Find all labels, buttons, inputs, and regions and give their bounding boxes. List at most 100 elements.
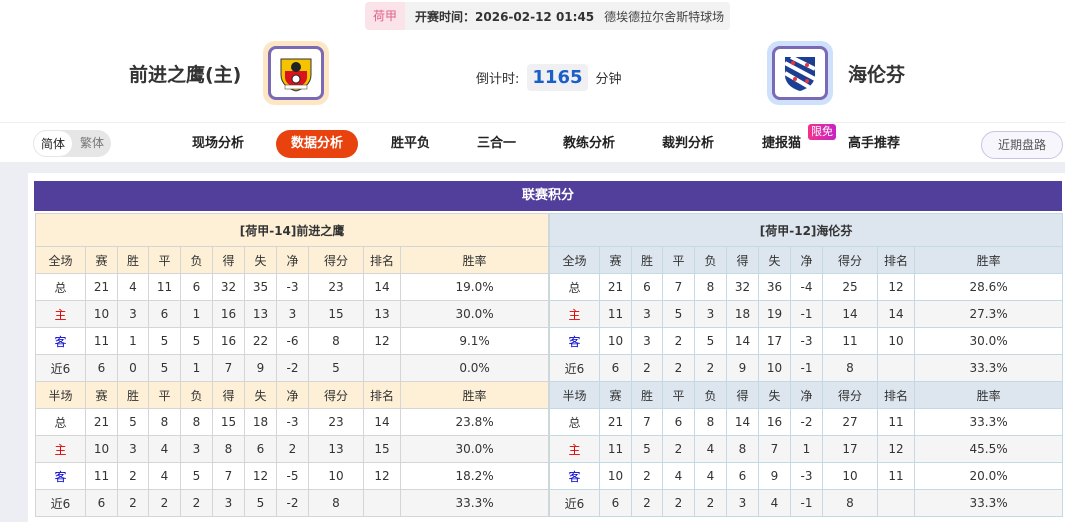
table-cell: 19.0% (399, 273, 550, 301)
table-cell: 14 (726, 327, 759, 355)
column-header: 得分 (308, 381, 364, 409)
table-cell: 21 (599, 408, 632, 436)
lang-simplified[interactable]: 简体 (33, 130, 74, 157)
table-cell: 25 (822, 273, 878, 301)
table-row: 主 11 3 5 3 18 19 -1 14 14 27.3% (549, 300, 1064, 328)
league-badge[interactable]: 荷甲 (365, 2, 406, 30)
table-cell: 11 (85, 327, 118, 355)
table-cell: 36 (758, 273, 791, 301)
table-cell: 8 (212, 435, 245, 463)
column-header: 得分 (822, 381, 878, 409)
column-header: 负 (180, 246, 213, 274)
column-header: 排名 (877, 246, 915, 274)
table-cell: 8 (694, 408, 727, 436)
table-cell: 5 (148, 354, 181, 382)
lang-traditional[interactable]: 繁体 (80, 136, 105, 150)
column-header-row: 半场赛胜平负得失净得分 排名 胜率 (549, 381, 1064, 409)
column-header: 胜 (117, 381, 149, 409)
away-team-name[interactable]: 海伦芬 (848, 64, 906, 86)
tab-three-in-one[interactable]: 三合一 (477, 136, 517, 151)
column-header: 胜 (631, 381, 663, 409)
table-cell: 14 (877, 300, 915, 328)
table-cell: -5 (276, 462, 309, 490)
column-header: 得 (726, 246, 759, 274)
tab-live-analysis[interactable]: 现场分析 (192, 136, 245, 151)
table-cell: -1 (790, 300, 823, 328)
row-label: 主 (549, 300, 600, 328)
column-header: 失 (758, 246, 791, 274)
table-cell: 2 (117, 462, 149, 490)
table-cell: 13 (244, 300, 277, 328)
table-cell: 7 (631, 408, 663, 436)
table-cell: 10 (758, 354, 791, 382)
table-cell: 15 (308, 300, 364, 328)
table-row: 近6 6 2 2 2 9 10 -1 8 33.3% (549, 354, 1064, 382)
away-team-header: [荷甲-12]海伦芬 (548, 213, 1064, 247)
tab-jiebaomao[interactable]: 捷报猫 (762, 136, 802, 151)
row-label: 主 (549, 435, 600, 463)
table-cell: 2 (694, 489, 727, 517)
table-cell: 22 (244, 327, 277, 355)
table-cell: 20.0% (913, 462, 1064, 490)
table-cell: 3 (180, 435, 213, 463)
table-cell: 1 (790, 435, 823, 463)
table-cell: 7 (662, 273, 695, 301)
table-cell: -1 (790, 354, 823, 382)
tab-referee-analysis[interactable]: 裁判分析 (662, 136, 715, 151)
recent-odds-button[interactable]: 近期盘路 (981, 131, 1063, 159)
section-label: 半场 (35, 381, 86, 409)
table-row: 总 21 5 8 8 15 18 -3 23 14 23.8% (35, 408, 550, 436)
table-cell: 17 (822, 435, 878, 463)
table-cell: 7 (758, 435, 791, 463)
column-header: 得分 (308, 246, 364, 274)
tab-data-analysis[interactable]: 数据分析 (276, 130, 359, 158)
tab-1x2[interactable]: 胜平负 (391, 136, 431, 151)
table-cell: 4 (758, 489, 791, 517)
table-cell: 14 (363, 273, 401, 301)
table-cell: 6 (662, 408, 695, 436)
table-cell: 12 (877, 273, 915, 301)
table-cell: 23 (308, 408, 364, 436)
table-cell: -3 (790, 327, 823, 355)
home-team-logo[interactable] (263, 41, 329, 105)
table-cell: 19 (758, 300, 791, 328)
table-cell: 14 (822, 300, 878, 328)
table-cell: 14 (363, 408, 401, 436)
column-header: 失 (244, 246, 277, 274)
table-cell: 8 (694, 273, 727, 301)
table-cell: 30.0% (399, 300, 550, 328)
table-cell: 2 (662, 354, 695, 382)
section-label: 半场 (549, 381, 600, 409)
table-cell: 15 (212, 408, 245, 436)
row-label: 总 (549, 408, 600, 436)
row-label: 总 (35, 273, 86, 301)
table-cell: 12 (244, 462, 277, 490)
table-cell: 33.3% (913, 408, 1064, 436)
column-header: 失 (244, 381, 277, 409)
home-team-name[interactable]: 前进之鹰(主) (129, 64, 242, 86)
table-cell: 21 (599, 273, 632, 301)
column-header-row: 半场赛胜平负得失净得分 排名 胜率 (35, 381, 550, 409)
table-cell: 6 (631, 273, 663, 301)
column-header: 负 (694, 246, 727, 274)
table-row: 总 21 6 7 8 32 36 -4 25 12 28.6% (549, 273, 1064, 301)
eagle-crest-icon (280, 58, 312, 92)
column-header: 得 (212, 381, 245, 409)
table-cell: 2 (662, 489, 695, 517)
tab-coach-analysis[interactable]: 教练分析 (563, 136, 616, 151)
column-header: 得 (212, 246, 245, 274)
column-header: 负 (694, 381, 727, 409)
away-team-logo[interactable] (767, 41, 833, 105)
tab-expert-picks[interactable]: 高手推荐 (848, 136, 901, 151)
table-cell: 3 (631, 300, 663, 328)
table-row: 近6 6 0 5 1 7 9 -2 5 0.0% (35, 354, 550, 382)
table-cell: 8 (308, 327, 364, 355)
countdown-unit: 分钟 (595, 72, 622, 87)
language-toggle[interactable]: 简体 繁体 (33, 130, 112, 157)
table-cell: 21 (85, 273, 118, 301)
row-label: 客 (35, 327, 86, 355)
table-cell: 1 (117, 327, 149, 355)
table-cell: 6 (85, 354, 118, 382)
column-header: 赛 (85, 381, 118, 409)
table-cell: 8 (308, 489, 364, 517)
